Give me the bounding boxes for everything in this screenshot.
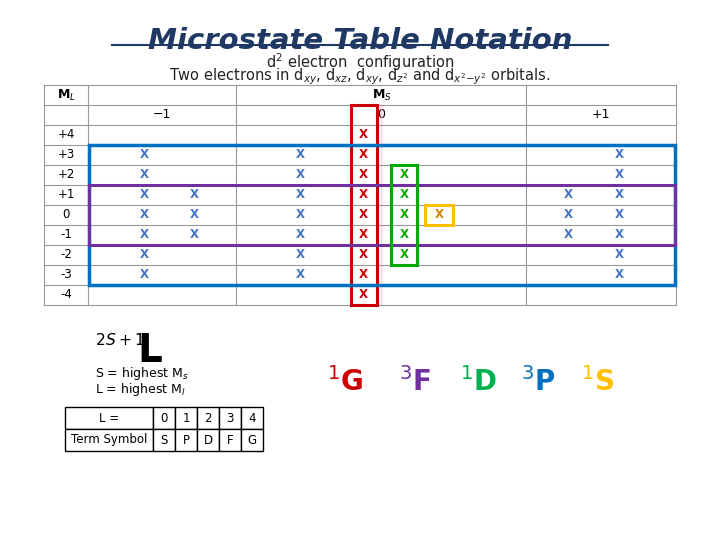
Text: −1: −1 xyxy=(153,109,171,122)
Text: X: X xyxy=(400,208,409,221)
Text: X: X xyxy=(190,208,199,221)
Bar xyxy=(219,407,241,429)
Bar xyxy=(351,105,377,305)
Text: X: X xyxy=(190,188,199,201)
Bar xyxy=(197,407,219,429)
Bar xyxy=(197,429,219,451)
Bar xyxy=(391,165,417,265)
Text: X: X xyxy=(140,168,149,181)
Text: G: G xyxy=(248,434,256,447)
Text: M$_L$: M$_L$ xyxy=(57,87,76,103)
Text: 2: 2 xyxy=(204,411,212,424)
Bar xyxy=(175,429,197,451)
Text: Two electrons in d$_{xy}$, d$_{xz}$, d$_{xy}$, d$_{z^{2}}$ and d$_{x^{2}{-}y^{2}: Two electrons in d$_{xy}$, d$_{xz}$, d$_… xyxy=(169,66,551,86)
Text: X: X xyxy=(295,228,305,241)
Text: X: X xyxy=(359,268,368,281)
Text: X: X xyxy=(140,148,149,161)
Text: $^{2S+1}$: $^{2S+1}$ xyxy=(95,335,145,355)
Text: $^{1}$S: $^{1}$S xyxy=(581,367,615,397)
Text: X: X xyxy=(359,129,368,141)
Text: X: X xyxy=(140,248,149,261)
Text: 1: 1 xyxy=(182,411,190,424)
Text: X: X xyxy=(359,288,368,301)
Text: X: X xyxy=(564,228,572,241)
Text: X: X xyxy=(614,228,624,241)
Text: D: D xyxy=(204,434,212,447)
Text: L =: L = xyxy=(99,411,119,424)
Text: Microstate Table Notation: Microstate Table Notation xyxy=(148,27,572,55)
Bar xyxy=(425,205,453,225)
Text: X: X xyxy=(295,148,305,161)
Bar xyxy=(219,429,241,451)
Bar xyxy=(89,145,675,285)
Text: X: X xyxy=(140,228,149,241)
Text: $^{3}$F: $^{3}$F xyxy=(399,367,431,397)
Text: X: X xyxy=(359,168,368,181)
Bar xyxy=(89,185,675,245)
Bar xyxy=(153,407,175,429)
Bar xyxy=(241,429,263,451)
Text: L = highest M$_l$: L = highest M$_l$ xyxy=(95,381,186,398)
Text: X: X xyxy=(359,248,368,261)
Bar xyxy=(241,407,263,429)
Text: +2: +2 xyxy=(58,168,75,181)
Bar xyxy=(65,429,153,451)
Text: -2: -2 xyxy=(60,248,72,261)
Text: -1: -1 xyxy=(60,228,72,241)
Text: 4: 4 xyxy=(248,411,256,424)
Text: X: X xyxy=(190,228,199,241)
Text: X: X xyxy=(400,248,409,261)
Text: +4: +4 xyxy=(58,129,75,141)
Text: X: X xyxy=(564,208,572,221)
Bar xyxy=(175,407,197,429)
Text: P: P xyxy=(182,434,189,447)
Text: X: X xyxy=(359,188,368,201)
Text: $^{3}$P: $^{3}$P xyxy=(521,367,555,397)
Text: S: S xyxy=(161,434,168,447)
Text: 0: 0 xyxy=(63,208,70,221)
Text: X: X xyxy=(140,208,149,221)
Text: X: X xyxy=(140,188,149,201)
Text: -3: -3 xyxy=(60,268,72,281)
Text: L: L xyxy=(137,332,162,370)
Text: X: X xyxy=(614,188,624,201)
Text: X: X xyxy=(295,208,305,221)
Bar xyxy=(153,429,175,451)
Text: X: X xyxy=(434,208,444,221)
Text: $^{1}$D: $^{1}$D xyxy=(459,367,497,397)
Text: +3: +3 xyxy=(58,148,75,161)
Text: F: F xyxy=(227,434,233,447)
Text: +1: +1 xyxy=(592,109,611,122)
Text: $^{1}$G: $^{1}$G xyxy=(327,367,363,397)
Text: X: X xyxy=(564,188,572,201)
Text: d$^{2}$ electron  configuration: d$^{2}$ electron configuration xyxy=(266,51,454,73)
Text: X: X xyxy=(614,268,624,281)
Text: X: X xyxy=(400,228,409,241)
Text: 0: 0 xyxy=(161,411,168,424)
Text: +1: +1 xyxy=(58,188,75,201)
Text: -4: -4 xyxy=(60,288,72,301)
Text: X: X xyxy=(295,248,305,261)
Text: Term Symbol: Term Symbol xyxy=(71,434,147,447)
Text: M$_S$: M$_S$ xyxy=(372,87,392,103)
Text: X: X xyxy=(614,208,624,221)
Text: X: X xyxy=(614,248,624,261)
Text: X: X xyxy=(400,188,409,201)
Text: X: X xyxy=(359,208,368,221)
Text: X: X xyxy=(359,148,368,161)
Text: X: X xyxy=(400,168,409,181)
Text: X: X xyxy=(614,148,624,161)
Text: X: X xyxy=(295,268,305,281)
Bar xyxy=(65,407,153,429)
Text: S = highest M$_s$: S = highest M$_s$ xyxy=(95,365,189,382)
Text: 0: 0 xyxy=(377,109,385,122)
Text: X: X xyxy=(295,188,305,201)
Text: X: X xyxy=(359,228,368,241)
Text: X: X xyxy=(140,268,149,281)
Text: 3: 3 xyxy=(226,411,234,424)
Text: X: X xyxy=(295,168,305,181)
Text: X: X xyxy=(614,168,624,181)
